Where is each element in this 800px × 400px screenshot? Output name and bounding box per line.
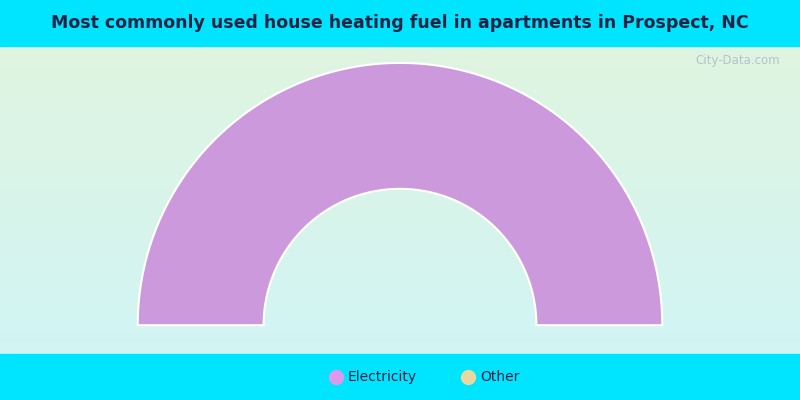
Text: Other: Other bbox=[480, 370, 519, 384]
Text: City-Data.com: City-Data.com bbox=[695, 54, 780, 67]
Text: Most commonly used house heating fuel in apartments in Prospect, NC: Most commonly used house heating fuel in… bbox=[51, 14, 749, 32]
Polygon shape bbox=[138, 63, 662, 325]
Text: Electricity: Electricity bbox=[348, 370, 417, 384]
